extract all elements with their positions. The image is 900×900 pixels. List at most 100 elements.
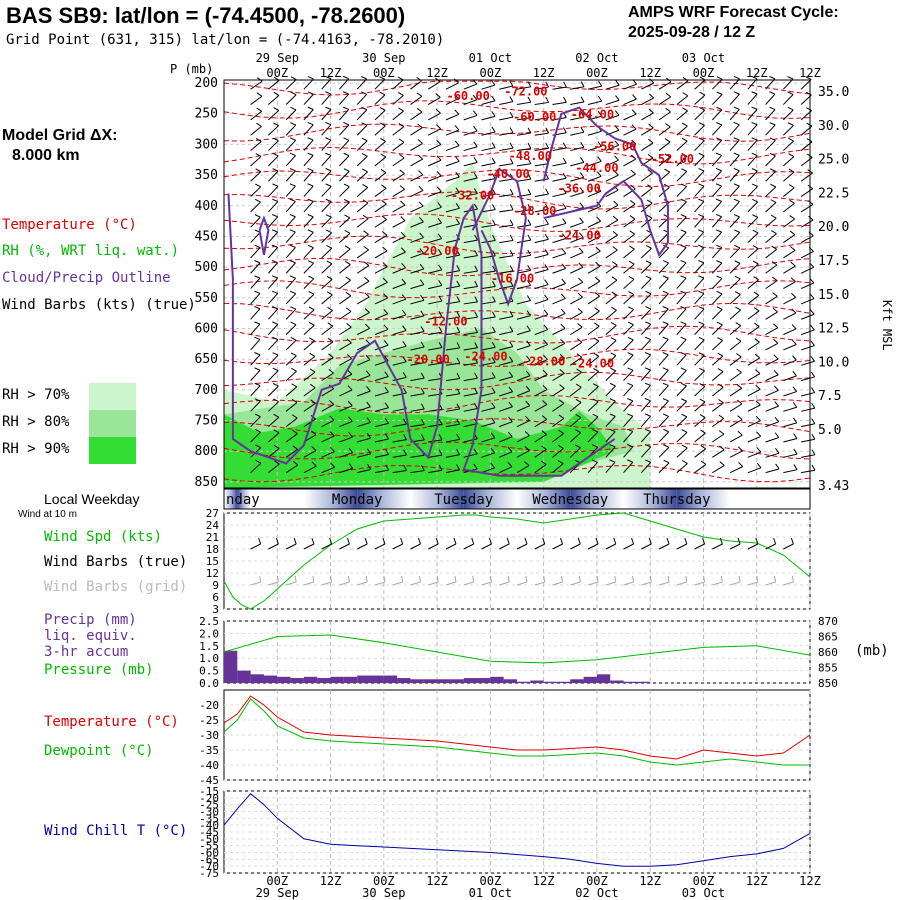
wind-barb-flag xyxy=(365,354,371,361)
wind-barb xyxy=(410,170,424,182)
wind-barb xyxy=(765,183,777,197)
wind-barb-staff xyxy=(463,99,478,106)
wind-barb-staff xyxy=(374,156,387,167)
wind-barb xyxy=(658,413,669,427)
wind-barb-staff xyxy=(534,253,549,259)
legend-precip-accum: 3-hr accum xyxy=(44,644,129,660)
wind-barb-flag xyxy=(527,127,532,134)
wind-barb-flag xyxy=(509,326,514,332)
wind-barb-flag xyxy=(272,367,279,372)
wind-barb-staff xyxy=(339,436,353,443)
wind-barb-staff xyxy=(374,234,388,244)
wind-barb-flag xyxy=(629,215,636,220)
wind-barb-flag xyxy=(290,122,297,126)
surface-wind-barb xyxy=(374,543,386,550)
wind-barb-flag xyxy=(365,323,371,329)
temperature-contour xyxy=(223,235,811,255)
wind-barb xyxy=(765,245,777,259)
wind-barb-staff xyxy=(640,385,651,397)
wind-barb-staff xyxy=(783,249,796,259)
weekday-label: Wednesday xyxy=(532,492,608,508)
wind-barb-staff xyxy=(339,139,350,151)
wind-barb-staff xyxy=(623,309,634,320)
wind-barb xyxy=(339,276,351,290)
wind-barb-flag xyxy=(665,107,671,113)
wind-barb xyxy=(641,123,654,136)
wind-barb-staff xyxy=(374,313,389,320)
wind-barb-staff xyxy=(357,390,371,397)
grid-wind-barb xyxy=(720,575,723,583)
grid-wind-barb xyxy=(410,581,421,586)
wind-barb-flag xyxy=(755,384,761,390)
wind-barb xyxy=(694,244,705,259)
wind-barb xyxy=(321,322,334,336)
cloud-precip-outline xyxy=(542,106,669,257)
wind-barb-flag xyxy=(379,76,386,80)
wind-barb xyxy=(570,141,585,152)
wind-barb xyxy=(268,413,280,428)
wind-barb-staff xyxy=(605,355,617,366)
wind-barb-staff xyxy=(570,176,584,182)
legend-rh90-swatch xyxy=(89,437,136,464)
wind-barb xyxy=(676,336,687,351)
wind-barb xyxy=(285,414,298,428)
wind-barb-staff xyxy=(499,300,514,305)
wind-barb-flag xyxy=(734,229,740,233)
wind-barb xyxy=(303,91,314,105)
wind-barb-flag xyxy=(382,262,388,268)
wind-barb-staff xyxy=(640,217,653,228)
precip-bar xyxy=(317,678,331,683)
wind-barb-staff xyxy=(623,158,636,167)
surface-wind-barb xyxy=(719,537,723,545)
wind-barb-flag xyxy=(402,325,407,331)
wind-barb-staff xyxy=(516,117,531,121)
wind-barb-flag xyxy=(437,202,442,208)
wind-barb-staff xyxy=(356,78,367,90)
wind-barb-flag xyxy=(492,234,496,241)
wind-barb xyxy=(250,398,261,412)
wind-barb xyxy=(747,152,758,167)
wind-barb-staff xyxy=(339,155,350,167)
wind-barb-flag xyxy=(627,444,633,448)
wind-barb-flag xyxy=(752,214,759,218)
wind-barb-flag xyxy=(273,444,280,449)
wind-barb-staff xyxy=(747,435,761,443)
wind-barb xyxy=(534,445,547,458)
wind-barb-staff xyxy=(800,203,814,213)
wind-barb xyxy=(534,96,550,106)
wind-barb-staff xyxy=(321,419,335,428)
wind-barb xyxy=(694,275,705,289)
wind-barb-staff xyxy=(516,315,531,320)
wind-barb xyxy=(747,245,759,259)
wind-barb-staff xyxy=(428,300,443,305)
wind-barb-staff xyxy=(268,339,279,351)
wind-barb xyxy=(428,464,443,474)
wind-barb xyxy=(410,310,425,320)
wind-barb-flag xyxy=(328,353,334,358)
wind-barb-staff xyxy=(250,80,263,90)
pressure-tick-label: 850 xyxy=(195,475,218,490)
wind-barb xyxy=(428,280,443,290)
value-tick-label: 9 xyxy=(212,579,219,592)
grid-wind-barb xyxy=(570,581,581,586)
wind-barb xyxy=(392,107,404,121)
temperature-contour-label: -20.00 xyxy=(407,352,450,366)
wind-barb-staff xyxy=(339,248,351,259)
grid-wind-barb xyxy=(357,581,368,586)
wind-barb xyxy=(729,384,743,397)
wind-barb-staff xyxy=(783,296,796,305)
wind-barb-flag xyxy=(662,306,669,310)
wind-barb-flag xyxy=(491,188,496,195)
wind-barb xyxy=(410,418,425,428)
wind-barb-staff xyxy=(605,114,620,121)
wind-barb xyxy=(250,306,261,320)
wind-barb-staff xyxy=(303,324,315,335)
grid-wind-barb xyxy=(765,581,776,586)
wind-barb-staff xyxy=(711,201,722,213)
wind-barb-flag xyxy=(715,198,722,202)
wind-barb xyxy=(463,280,479,290)
wind-barb-staff xyxy=(587,265,601,274)
wind-barb-staff xyxy=(534,464,547,474)
wind-barb-flag xyxy=(290,337,297,341)
wind-barb-staff xyxy=(250,110,263,121)
